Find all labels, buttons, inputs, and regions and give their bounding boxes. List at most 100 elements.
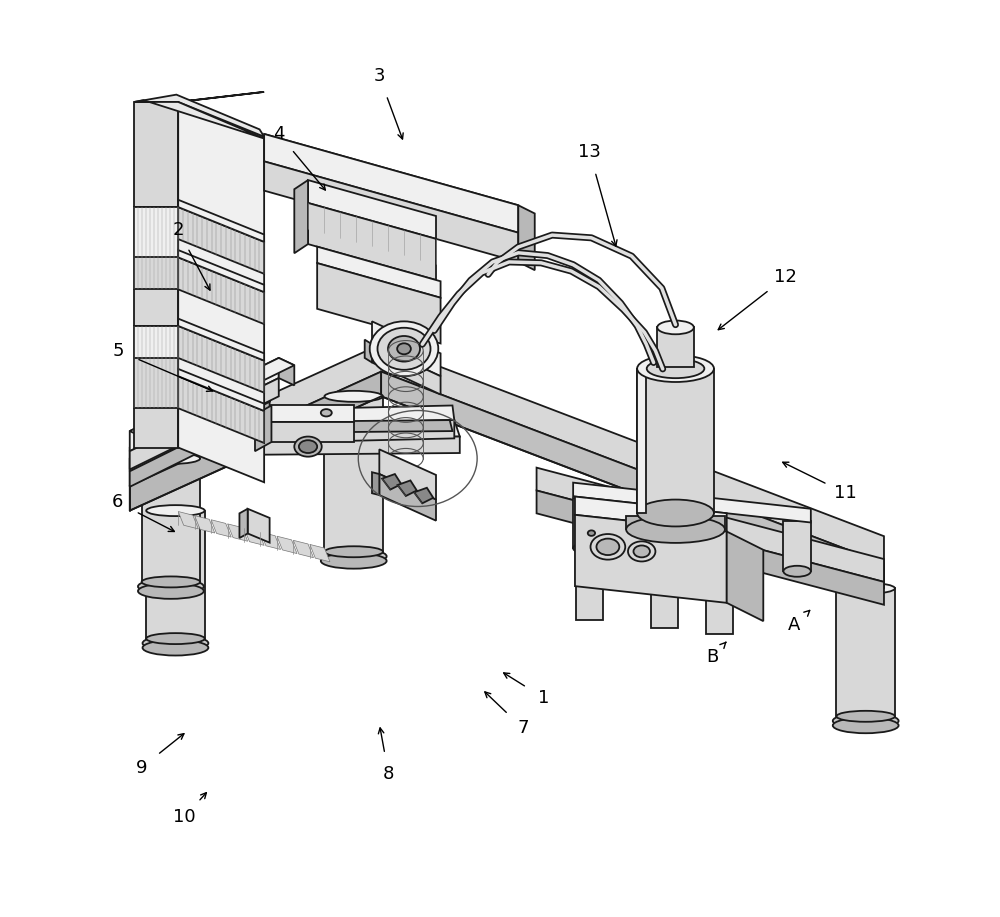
Polygon shape — [130, 344, 884, 564]
Polygon shape — [178, 326, 264, 392]
Polygon shape — [308, 180, 436, 238]
Text: 6: 6 — [112, 493, 124, 512]
Text: 7: 7 — [517, 719, 529, 737]
Polygon shape — [255, 405, 271, 451]
Polygon shape — [382, 474, 401, 490]
Ellipse shape — [397, 343, 411, 354]
Ellipse shape — [321, 548, 387, 564]
Polygon shape — [130, 402, 270, 487]
Text: 4: 4 — [273, 125, 285, 143]
Ellipse shape — [143, 635, 208, 651]
Polygon shape — [317, 263, 441, 344]
Ellipse shape — [143, 640, 208, 656]
Polygon shape — [678, 510, 706, 559]
Text: 3: 3 — [374, 67, 385, 85]
Ellipse shape — [588, 530, 595, 536]
Polygon shape — [130, 378, 279, 470]
Ellipse shape — [783, 566, 811, 577]
Polygon shape — [178, 102, 264, 482]
Ellipse shape — [596, 538, 619, 555]
Polygon shape — [277, 536, 297, 554]
Polygon shape — [706, 599, 733, 634]
Polygon shape — [537, 491, 884, 605]
Text: 12: 12 — [774, 269, 797, 286]
Ellipse shape — [321, 553, 387, 569]
Ellipse shape — [146, 633, 205, 644]
Polygon shape — [271, 405, 354, 422]
Polygon shape — [414, 488, 433, 503]
Ellipse shape — [836, 583, 895, 594]
Polygon shape — [260, 532, 281, 549]
Ellipse shape — [833, 713, 899, 729]
Polygon shape — [239, 509, 248, 538]
Text: 13: 13 — [578, 143, 601, 161]
Polygon shape — [178, 369, 264, 411]
Polygon shape — [293, 540, 313, 558]
Text: 10: 10 — [173, 808, 196, 826]
Polygon shape — [248, 509, 270, 543]
Ellipse shape — [388, 336, 420, 361]
Polygon shape — [142, 458, 200, 582]
Polygon shape — [379, 474, 436, 521]
Ellipse shape — [678, 554, 706, 565]
Text: 8: 8 — [383, 765, 394, 783]
Polygon shape — [146, 511, 205, 638]
Polygon shape — [337, 420, 454, 441]
Polygon shape — [134, 102, 178, 447]
Polygon shape — [657, 327, 694, 367]
Ellipse shape — [628, 541, 655, 561]
Text: 1: 1 — [538, 689, 550, 707]
Polygon shape — [575, 514, 727, 602]
Polygon shape — [651, 592, 678, 628]
Polygon shape — [134, 207, 178, 290]
Polygon shape — [398, 481, 417, 496]
Text: 9: 9 — [136, 758, 147, 777]
Ellipse shape — [138, 579, 204, 594]
Polygon shape — [228, 524, 248, 541]
Polygon shape — [279, 358, 294, 385]
Polygon shape — [335, 405, 454, 423]
Polygon shape — [264, 161, 518, 262]
Ellipse shape — [591, 534, 625, 559]
Polygon shape — [783, 521, 811, 571]
Polygon shape — [211, 520, 231, 537]
Polygon shape — [317, 247, 441, 298]
Polygon shape — [178, 318, 264, 360]
Polygon shape — [195, 515, 215, 533]
Polygon shape — [246, 436, 460, 455]
Polygon shape — [134, 100, 264, 138]
Ellipse shape — [321, 409, 332, 416]
Polygon shape — [178, 250, 264, 293]
Polygon shape — [310, 545, 330, 562]
Polygon shape — [372, 321, 441, 376]
Polygon shape — [381, 371, 884, 589]
Text: B: B — [706, 648, 718, 666]
Ellipse shape — [633, 546, 650, 558]
Polygon shape — [178, 207, 264, 274]
Polygon shape — [365, 339, 372, 362]
Ellipse shape — [324, 547, 383, 558]
Polygon shape — [294, 180, 308, 253]
Polygon shape — [239, 414, 460, 438]
Text: 11: 11 — [834, 484, 857, 503]
Polygon shape — [836, 589, 895, 716]
Polygon shape — [134, 207, 178, 258]
Ellipse shape — [637, 500, 714, 526]
Ellipse shape — [370, 321, 438, 376]
Polygon shape — [134, 326, 178, 358]
Polygon shape — [573, 498, 601, 548]
Polygon shape — [271, 422, 354, 442]
Ellipse shape — [142, 577, 200, 588]
Polygon shape — [372, 344, 441, 394]
Polygon shape — [130, 358, 294, 438]
Polygon shape — [264, 134, 518, 205]
Polygon shape — [308, 203, 436, 280]
Polygon shape — [264, 134, 518, 233]
Ellipse shape — [647, 359, 704, 378]
Polygon shape — [130, 371, 381, 511]
Polygon shape — [178, 200, 264, 242]
Ellipse shape — [637, 355, 714, 382]
Ellipse shape — [324, 391, 383, 402]
Ellipse shape — [836, 711, 895, 722]
Polygon shape — [518, 205, 535, 271]
